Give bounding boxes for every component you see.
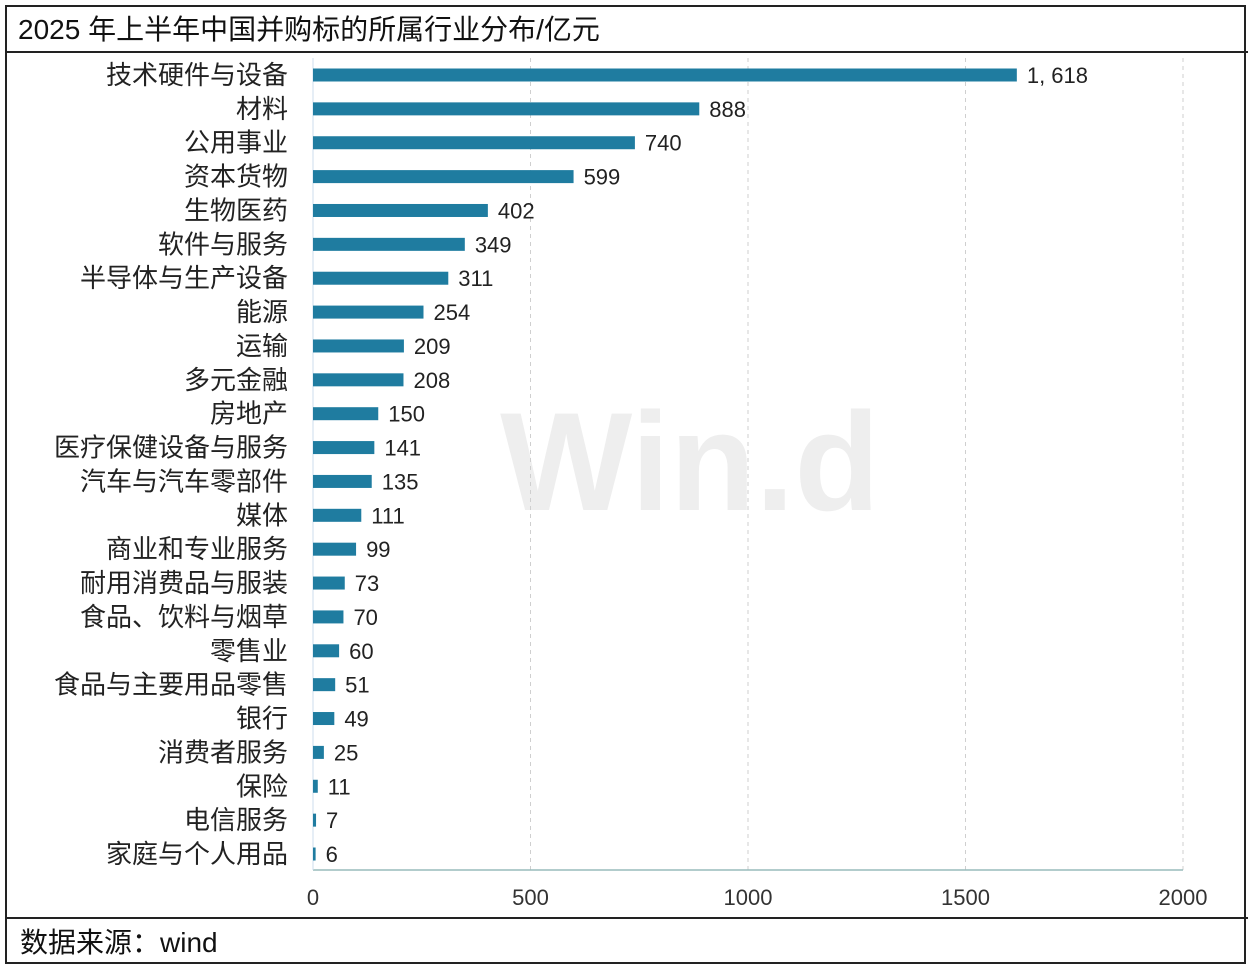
category-label: 软件与服务 bbox=[158, 229, 288, 259]
bar bbox=[313, 813, 317, 827]
data-label: 150 bbox=[388, 402, 425, 427]
data-label: 111 bbox=[371, 503, 404, 528]
bar bbox=[313, 712, 335, 726]
category-label: 技术硬件与设备 bbox=[106, 60, 288, 90]
bar bbox=[313, 237, 465, 251]
category-label: 材料 bbox=[236, 94, 288, 124]
x-tick-label: 0 bbox=[307, 885, 319, 910]
category-label: 商业和专业服务 bbox=[106, 534, 288, 564]
data-label: 11 bbox=[328, 774, 351, 799]
x-tick-label: 500 bbox=[512, 885, 549, 910]
bar bbox=[313, 847, 316, 861]
category-label: 能源 bbox=[236, 297, 288, 327]
bar bbox=[313, 678, 336, 692]
bar bbox=[313, 508, 362, 522]
data-label: 51 bbox=[345, 673, 369, 698]
source-note: 数据来源：wind bbox=[20, 927, 218, 958]
data-label: 254 bbox=[433, 300, 470, 325]
category-label: 生物医药 bbox=[184, 195, 288, 225]
category-label: 银行 bbox=[236, 704, 288, 734]
data-label: 141 bbox=[384, 436, 421, 461]
data-label: 311 bbox=[458, 266, 493, 291]
data-label: 60 bbox=[349, 639, 373, 664]
data-label: 70 bbox=[353, 605, 377, 630]
data-label: 99 bbox=[366, 537, 390, 562]
bar bbox=[313, 542, 357, 556]
category-label: 多元金融 bbox=[184, 365, 288, 395]
data-label: 25 bbox=[334, 740, 358, 765]
bar bbox=[313, 102, 700, 116]
bar bbox=[313, 339, 404, 353]
bar bbox=[313, 170, 574, 184]
data-label: 73 bbox=[355, 571, 379, 596]
category-label: 食品、饮料与烟草 bbox=[80, 602, 288, 632]
data-label: 6 bbox=[326, 842, 338, 867]
bar bbox=[313, 203, 488, 217]
category-label: 公用事业 bbox=[184, 128, 288, 158]
bar bbox=[313, 136, 635, 150]
bar bbox=[313, 576, 345, 590]
data-label: 1, 618 bbox=[1027, 63, 1088, 88]
category-label: 食品与主要用品零售 bbox=[54, 670, 288, 700]
x-tick-label: 2000 bbox=[1159, 885, 1208, 910]
bar bbox=[313, 474, 372, 488]
bar bbox=[313, 610, 344, 624]
category-label: 运输 bbox=[236, 331, 288, 361]
watermark: Win.d bbox=[500, 383, 880, 540]
data-label: 888 bbox=[709, 97, 746, 122]
category-label: 电信服务 bbox=[184, 805, 288, 835]
data-label: 349 bbox=[475, 232, 512, 257]
category-label: 零售业 bbox=[210, 636, 288, 666]
chart-title: 2025 年上半年中国并购标的所属行业分布/亿元 bbox=[18, 14, 600, 45]
category-label: 家庭与个人用品 bbox=[106, 839, 288, 869]
data-label: 740 bbox=[645, 131, 682, 156]
data-label: 209 bbox=[414, 334, 451, 359]
chart-frame bbox=[5, 5, 1246, 964]
category-label: 保险 bbox=[236, 771, 288, 801]
category-label: 医疗保健设备与服务 bbox=[54, 433, 288, 463]
bar bbox=[313, 373, 404, 387]
category-label: 媒体 bbox=[236, 500, 288, 530]
bar bbox=[313, 779, 318, 793]
category-label: 消费者服务 bbox=[158, 737, 288, 767]
x-tick-label: 1500 bbox=[941, 885, 990, 910]
category-label: 房地产 bbox=[210, 399, 288, 429]
data-label: 7 bbox=[326, 808, 338, 833]
category-label: 耐用消费品与服装 bbox=[80, 568, 288, 598]
data-label: 402 bbox=[498, 198, 535, 223]
bar bbox=[313, 644, 340, 658]
x-tick-label: 1000 bbox=[724, 885, 773, 910]
category-label: 汽车与汽车零部件 bbox=[80, 466, 288, 496]
footer-divider bbox=[5, 917, 1248, 919]
bar bbox=[313, 271, 449, 285]
bar bbox=[313, 441, 375, 455]
data-label: 49 bbox=[344, 707, 368, 732]
category-label: 半导体与生产设备 bbox=[80, 263, 288, 293]
data-label: 135 bbox=[382, 469, 419, 494]
category-label: 资本货物 bbox=[184, 162, 288, 192]
bar bbox=[313, 68, 1017, 82]
bar bbox=[313, 407, 379, 421]
data-label: 599 bbox=[584, 165, 621, 190]
bar bbox=[313, 305, 424, 319]
title-divider bbox=[5, 51, 1248, 53]
data-label: 208 bbox=[413, 368, 450, 393]
bar bbox=[313, 745, 324, 759]
